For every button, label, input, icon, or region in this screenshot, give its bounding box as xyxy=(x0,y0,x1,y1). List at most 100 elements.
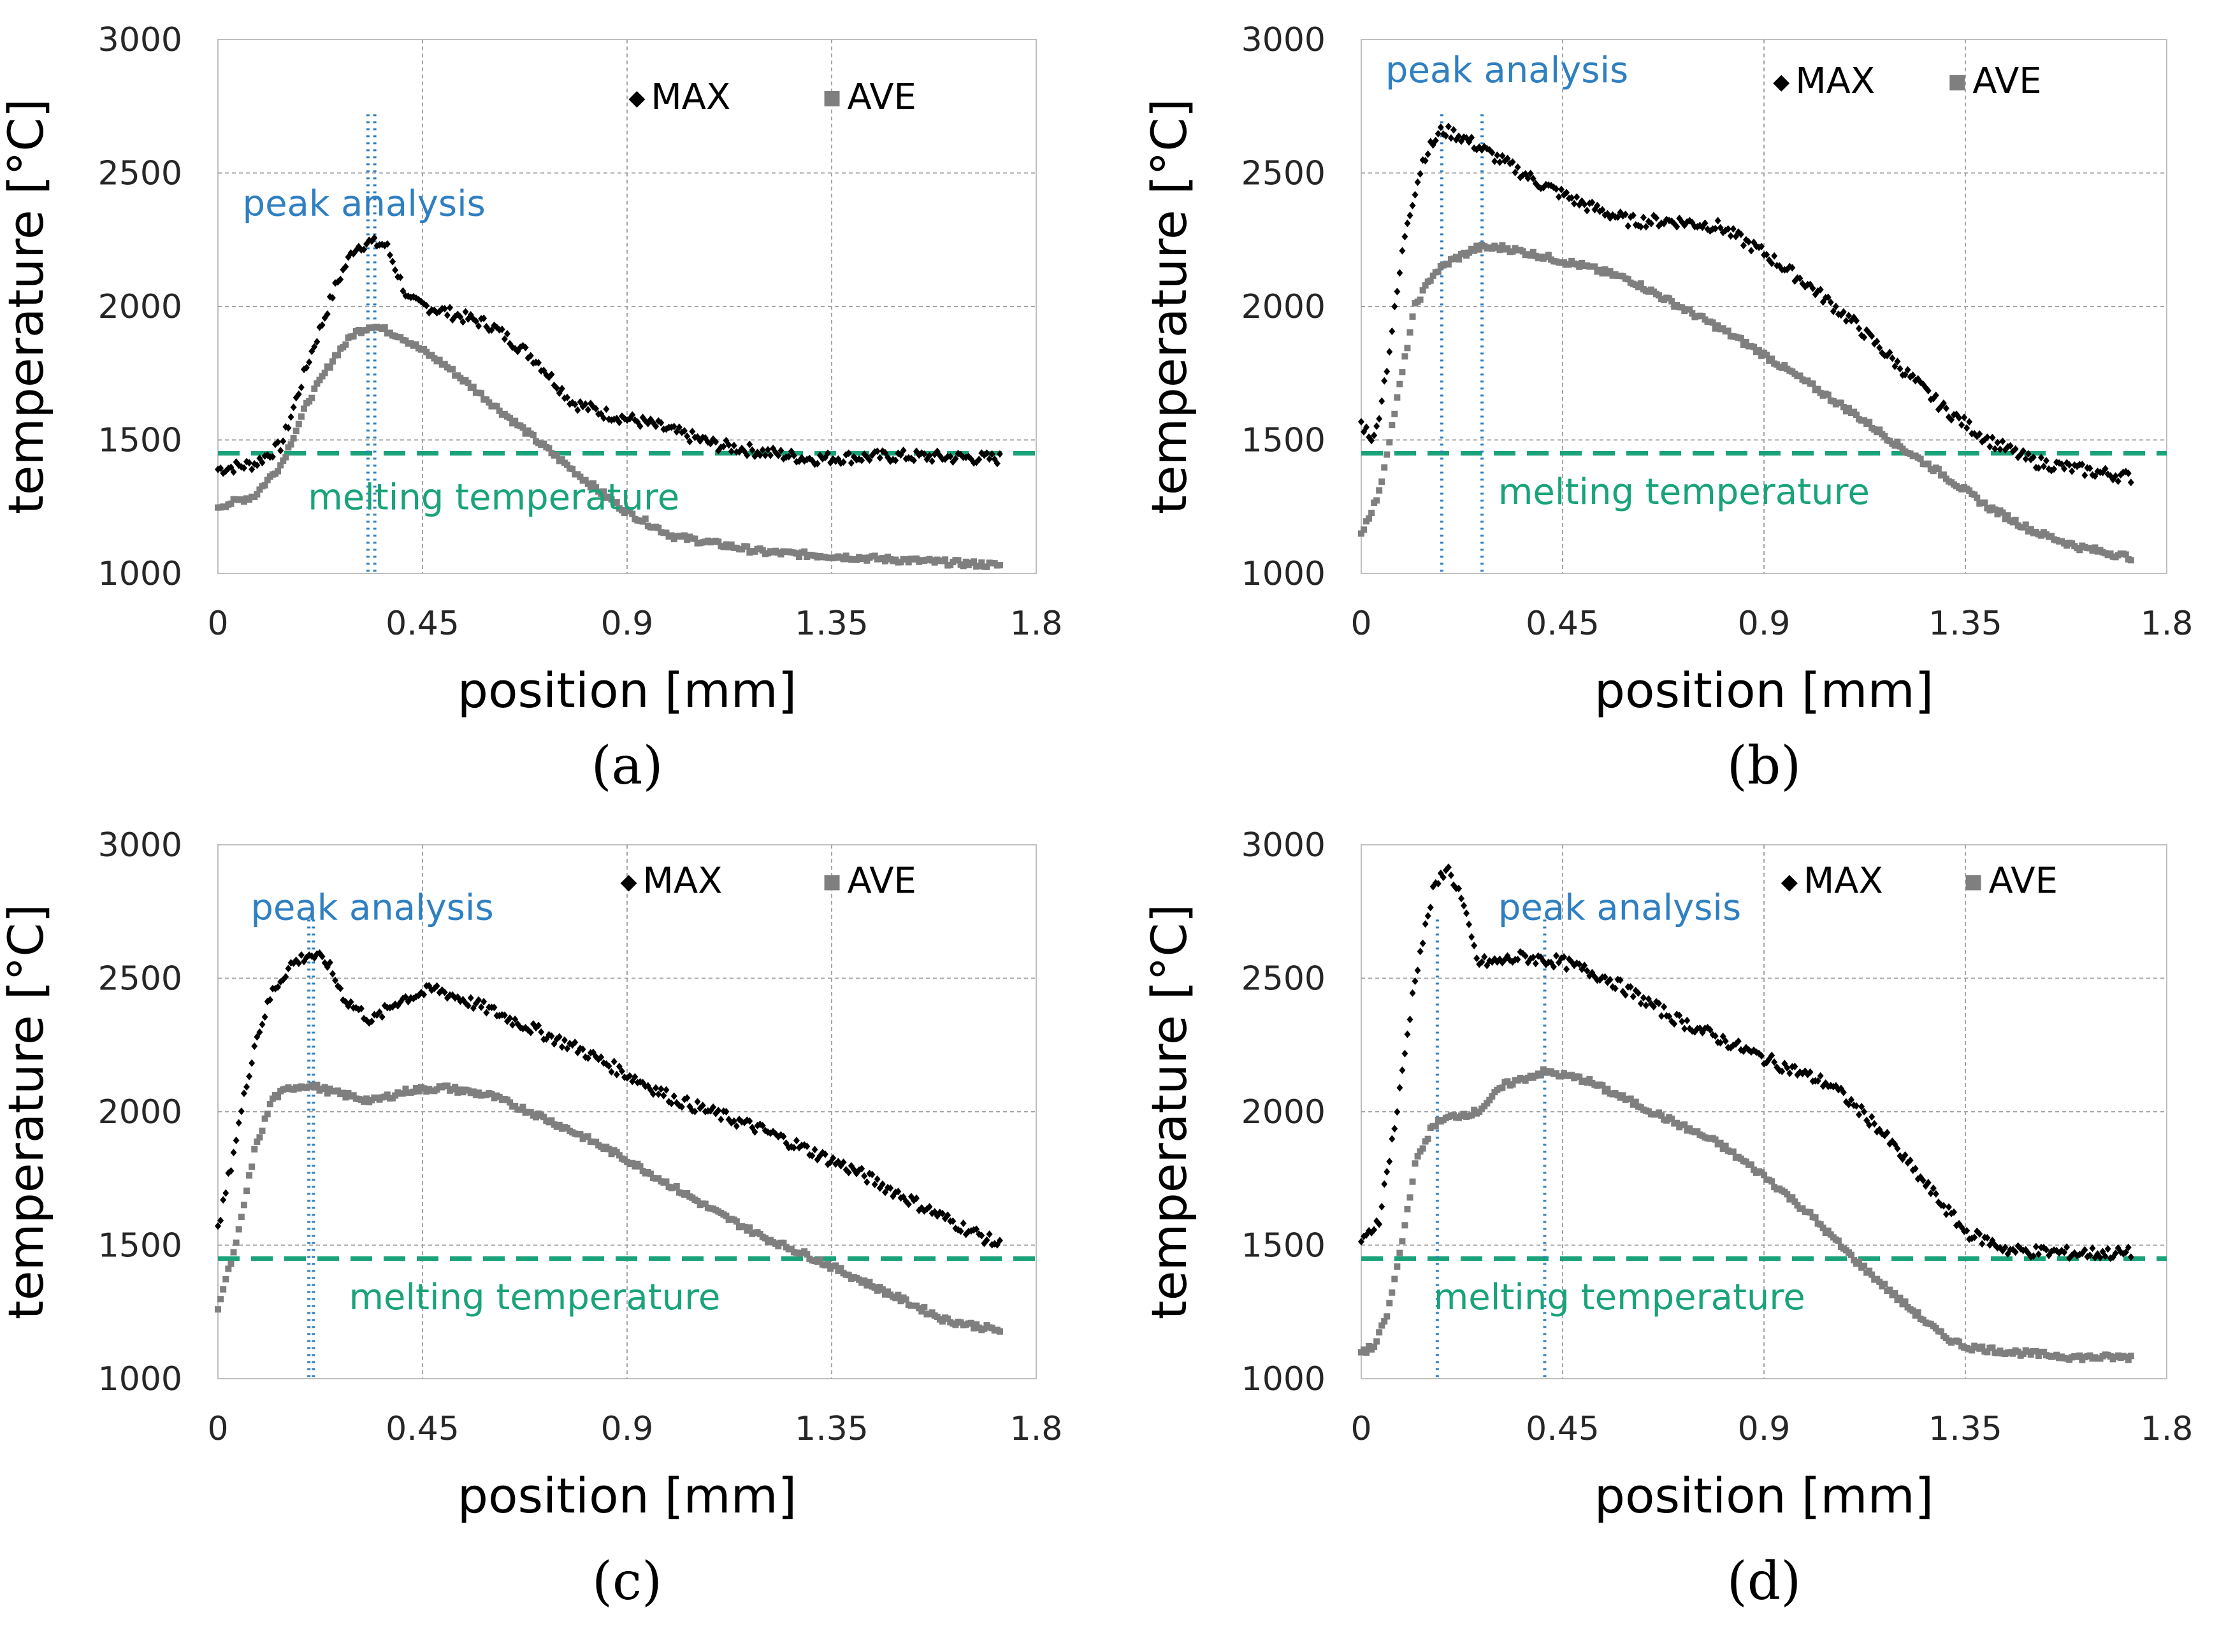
x-tick-label: 0.9 xyxy=(601,1410,654,1448)
max-point xyxy=(1386,1158,1393,1166)
ave-point xyxy=(1391,1275,1398,1282)
ave-point xyxy=(519,1103,526,1110)
max-point xyxy=(285,424,292,432)
max-point xyxy=(321,959,328,967)
ave-point xyxy=(1989,1344,1996,1351)
max-point xyxy=(1840,308,1847,316)
ave-point xyxy=(381,324,388,331)
ave-point xyxy=(939,1318,946,1325)
ave-point xyxy=(217,1296,224,1303)
max-point xyxy=(2114,477,2121,485)
max-point xyxy=(1712,1032,1719,1040)
ave-point xyxy=(1396,380,1403,387)
ave-point xyxy=(280,457,287,464)
max-point xyxy=(1956,413,1963,422)
y-axis-title: temperature [°C] xyxy=(0,904,54,1319)
panel-label: (a) xyxy=(591,736,663,796)
max-point xyxy=(653,1084,660,1092)
ave-point xyxy=(2027,1351,2034,1358)
max-point xyxy=(1902,1151,1909,1159)
max-point xyxy=(845,1168,852,1177)
melting-temperature-label: melting temperature xyxy=(1498,471,1870,513)
y-tick-label: 2500 xyxy=(98,155,182,193)
max-point xyxy=(389,257,396,266)
ave-point xyxy=(295,420,302,427)
max-point xyxy=(220,1196,227,1204)
ave-point xyxy=(1717,1139,1724,1146)
max-point xyxy=(1376,415,1383,423)
max-point xyxy=(582,400,589,408)
max-point xyxy=(319,952,326,961)
max-point xyxy=(926,1203,933,1211)
ave-point xyxy=(507,1099,514,1106)
y-tick-label: 3000 xyxy=(98,21,182,59)
ave-point xyxy=(1999,509,2006,516)
ave-point xyxy=(1427,277,1434,284)
ave-point xyxy=(584,480,591,487)
ave-point xyxy=(314,1081,321,1088)
max-point xyxy=(1473,954,1480,963)
ave-point xyxy=(1419,287,1426,294)
max-point xyxy=(869,1170,876,1179)
ave-point xyxy=(1673,1119,1681,1126)
max-point xyxy=(653,422,660,431)
ave-point xyxy=(1627,1095,1634,1102)
ave-point xyxy=(2125,1356,2132,1363)
ave-point xyxy=(1966,487,1973,494)
max-point xyxy=(368,1017,375,1026)
max-point xyxy=(871,1181,878,1189)
ave-point xyxy=(780,1239,787,1246)
ave-point xyxy=(1499,1084,1506,1091)
max-point xyxy=(1584,966,1591,975)
ave-point xyxy=(496,407,503,414)
ave-point xyxy=(864,1282,871,1289)
ave-point xyxy=(256,486,263,493)
max-point xyxy=(1874,337,1881,345)
max-point xyxy=(446,303,453,312)
max-point xyxy=(551,1040,558,1048)
max-point xyxy=(1927,1189,1934,1198)
max-point xyxy=(1399,1066,1406,1074)
ave-point xyxy=(978,559,985,566)
ave-point xyxy=(1466,249,1473,256)
max-point xyxy=(605,1062,612,1070)
ave-point xyxy=(1914,1309,1921,1316)
x-axis-title: position [mm] xyxy=(458,662,797,719)
max-point xyxy=(1627,982,1634,991)
max-point xyxy=(1394,287,1401,296)
x-tick-label: 1.8 xyxy=(1010,605,1063,643)
max-point xyxy=(1889,354,1896,363)
ave-point xyxy=(801,548,808,555)
max-point xyxy=(1376,1220,1383,1228)
ave-point xyxy=(1378,1322,1385,1329)
ave-point xyxy=(967,1319,974,1326)
ave-point xyxy=(243,1188,250,1195)
max-point xyxy=(1702,219,1709,227)
ave-point xyxy=(845,1272,852,1279)
max-point xyxy=(1552,185,1559,193)
max-point xyxy=(1730,225,1737,233)
ave-point xyxy=(449,366,456,373)
ave-point xyxy=(1624,276,1631,283)
max-point xyxy=(598,1053,605,1061)
ave-point xyxy=(308,394,315,401)
panel-label: (d) xyxy=(1727,1551,1801,1612)
ave-point xyxy=(1756,347,1763,354)
ave-point xyxy=(329,358,336,365)
ave-point xyxy=(1424,1135,1431,1142)
max-point xyxy=(2030,1252,2037,1260)
max-point xyxy=(1563,965,1570,973)
max-point xyxy=(629,1077,636,1086)
max-point xyxy=(1406,212,1413,220)
ave-point xyxy=(1768,356,1775,363)
max-point xyxy=(684,432,691,440)
max-point xyxy=(1984,433,1991,442)
max-point xyxy=(1745,238,1752,246)
max-point xyxy=(668,1100,675,1108)
max-point xyxy=(1532,959,1539,968)
max-point xyxy=(1999,437,2006,445)
ave-point xyxy=(261,482,268,489)
ave-point xyxy=(1358,530,1364,537)
max-point xyxy=(215,1222,221,1230)
ave-point xyxy=(569,466,576,473)
